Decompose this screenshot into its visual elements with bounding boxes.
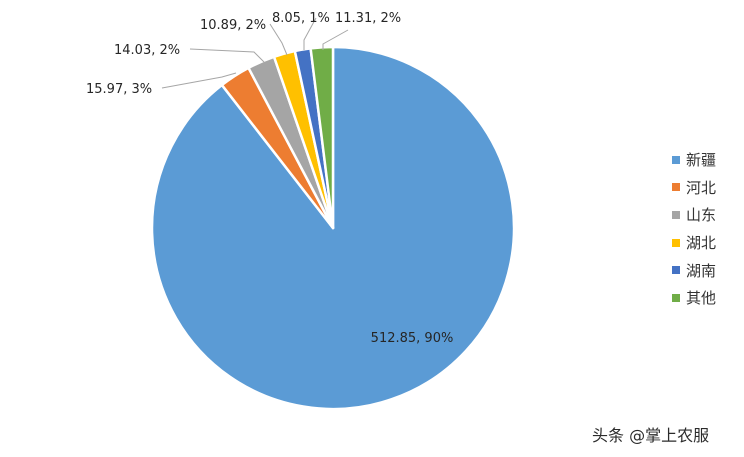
legend-label: 河北 (686, 178, 717, 197)
legend-item: 湖北 (672, 229, 716, 257)
legend-label: 山东 (686, 206, 717, 225)
legend-swatch (672, 210, 680, 219)
legend-item: 新疆 (672, 146, 716, 174)
leader-line (269, 23, 288, 56)
legend-swatch (672, 155, 680, 164)
legend: 新疆 河北 山东 湖北 湖南 其他 (672, 146, 716, 312)
data-label: 10.89, 2% (200, 18, 266, 33)
legend-item: 河北 (672, 174, 716, 202)
legend-item: 其他 (672, 284, 716, 312)
legend-label: 湖南 (686, 261, 717, 280)
data-label: 8.05, 1% (272, 11, 330, 26)
watermark: 头条 @掌上农服 (592, 426, 710, 445)
leader-line (161, 72, 237, 89)
data-label: 11.31, 2% (335, 11, 401, 26)
legend-swatch (672, 183, 680, 192)
pie-slice (309, 45, 335, 230)
legend-label: 其他 (686, 289, 717, 308)
leader-line (322, 29, 349, 50)
data-label: 14.03, 2% (114, 43, 180, 58)
data-label: 512.85, 90% (371, 331, 454, 346)
legend-label: 湖北 (686, 234, 717, 253)
legend-swatch (672, 266, 680, 275)
legend-label: 新疆 (686, 151, 717, 170)
legend-swatch (672, 293, 680, 302)
legend-swatch (672, 238, 680, 247)
leader-line (303, 17, 317, 50)
leader-line (189, 48, 265, 63)
legend-item: 山东 (672, 201, 716, 229)
legend-item: 湖南 (672, 256, 716, 284)
data-label: 15.97, 3% (86, 82, 152, 97)
